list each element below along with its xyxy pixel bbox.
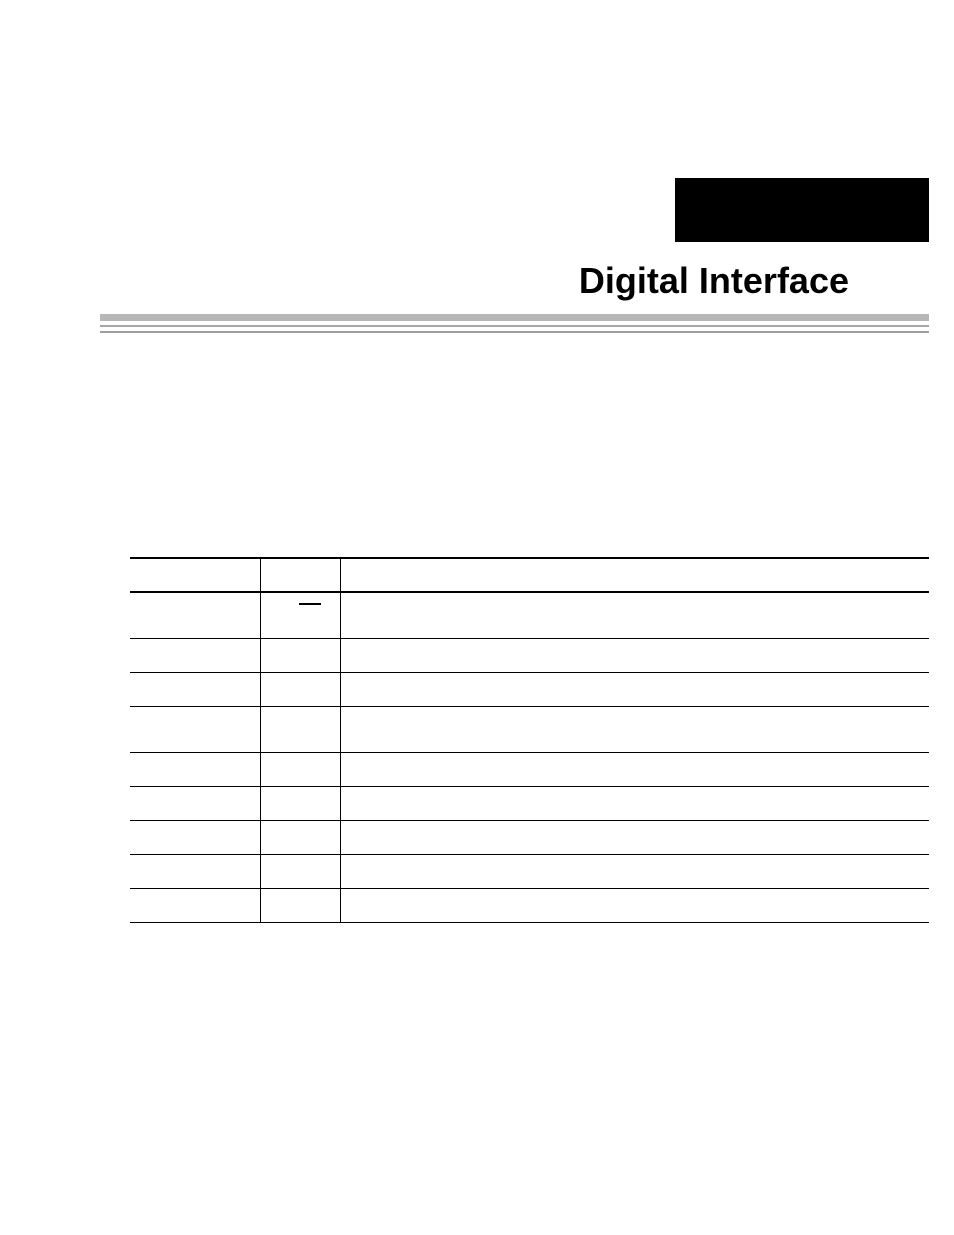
table-row [130, 786, 929, 820]
table-cell [260, 752, 340, 786]
table-cell [130, 854, 260, 888]
table-cell [260, 820, 340, 854]
table-cell [260, 638, 340, 672]
table-header-row [130, 558, 929, 592]
table-cell [130, 888, 260, 922]
header-rules [100, 314, 929, 333]
table-cell [130, 672, 260, 706]
table-cell [130, 592, 260, 638]
header-rule-thick [100, 314, 929, 321]
table-cell [340, 888, 929, 922]
table-row [130, 672, 929, 706]
table-cell [260, 706, 340, 752]
table-cell [130, 820, 260, 854]
table-cell [340, 820, 929, 854]
section-marker-bar [675, 178, 929, 242]
table-cell [260, 854, 340, 888]
content-table [130, 557, 929, 923]
table-cell [340, 706, 929, 752]
table-row [130, 752, 929, 786]
table-header-cell [260, 558, 340, 592]
table-cell [340, 854, 929, 888]
table-row [130, 820, 929, 854]
table-cell [260, 592, 340, 638]
table-cell [340, 638, 929, 672]
table-cell [260, 786, 340, 820]
table-header-cell [130, 558, 260, 592]
table-header-cell [340, 558, 929, 592]
document-page: Digital Interface [0, 0, 954, 1235]
table-cell [130, 638, 260, 672]
table-cell [340, 592, 929, 638]
table-row [130, 854, 929, 888]
table-row [130, 706, 929, 752]
table-row [130, 888, 929, 922]
page-title: Digital Interface [579, 260, 849, 302]
table-cell [130, 786, 260, 820]
table-row [130, 592, 929, 638]
table-cell [130, 706, 260, 752]
table-cell [260, 888, 340, 922]
table-cell [130, 752, 260, 786]
table-cell [340, 786, 929, 820]
header-rule-thin-2 [100, 331, 929, 333]
table-cell [340, 672, 929, 706]
table-cell [260, 672, 340, 706]
table-row [130, 638, 929, 672]
table-cell [340, 752, 929, 786]
